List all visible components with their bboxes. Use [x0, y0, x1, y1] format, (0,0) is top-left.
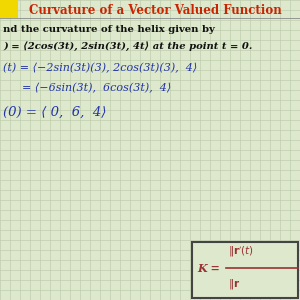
Text: Curvature of a Vector Valued Function: Curvature of a Vector Valued Function — [28, 4, 281, 16]
Text: (0) = ⟨ 0,  6,  4⟩: (0) = ⟨ 0, 6, 4⟩ — [3, 106, 106, 118]
Bar — [0, 0, 18, 18]
Text: K =: K = — [197, 262, 220, 274]
Text: nd the curvature of the helix given by: nd the curvature of the helix given by — [3, 26, 215, 34]
Text: $\Vert\mathbf{r}'(t)$: $\Vert\mathbf{r}'(t)$ — [228, 245, 254, 259]
Text: (t) = ⟨−2sin(3t)(3), 2cos(3t)(3),  4⟩: (t) = ⟨−2sin(3t)(3), 2cos(3t)(3), 4⟩ — [3, 63, 197, 73]
Bar — [192, 242, 298, 298]
Text: $\Vert\mathbf{r}$: $\Vert\mathbf{r}$ — [228, 277, 240, 291]
Text: = ⟨−6sin(3t),  6cos(3t),  4⟩: = ⟨−6sin(3t), 6cos(3t), 4⟩ — [22, 83, 171, 93]
Text: ) = ⟨2cos(3t), 2sin(3t), 4t⟩ at the point t = 0.: ) = ⟨2cos(3t), 2sin(3t), 4t⟩ at the poin… — [3, 41, 252, 51]
